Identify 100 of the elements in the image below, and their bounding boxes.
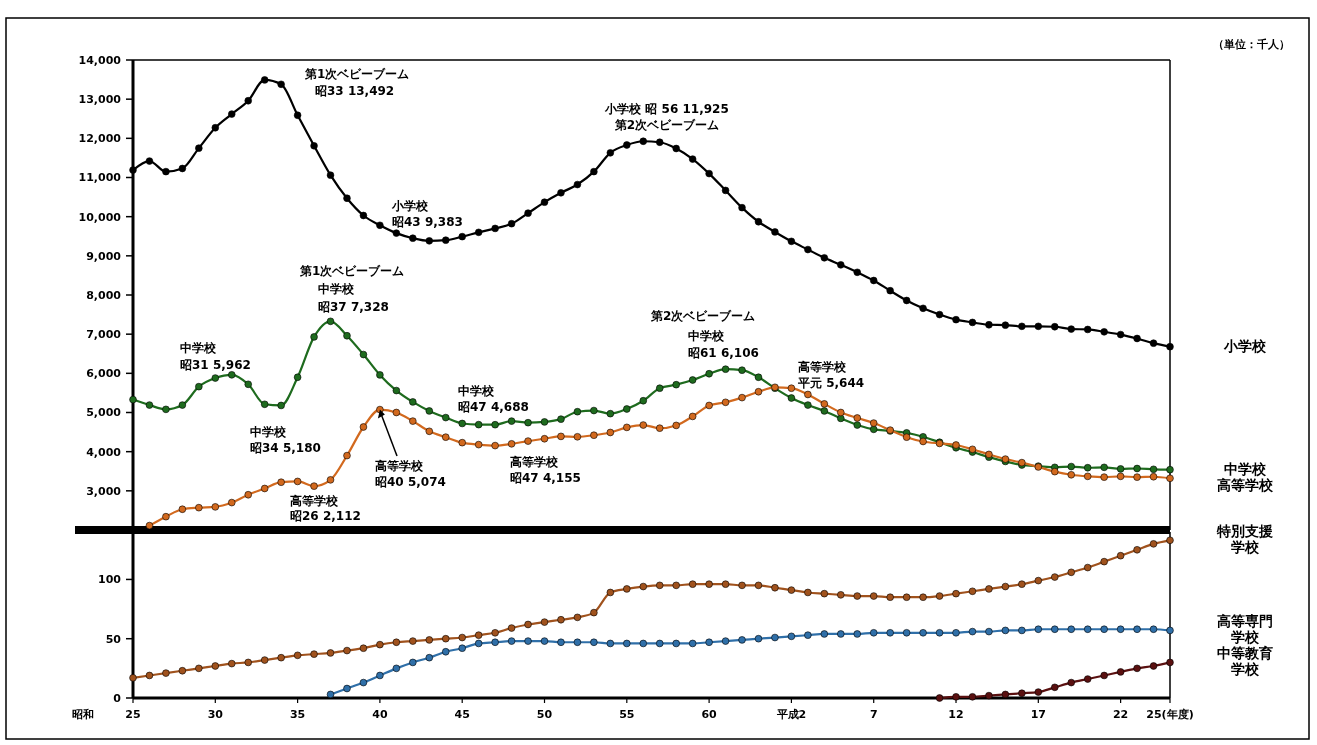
point (590, 638, 598, 646)
point (902, 629, 911, 637)
annotation: 高等学校 (290, 494, 339, 508)
point (1018, 626, 1026, 635)
point (1067, 625, 1075, 633)
annotation: 中学校 (318, 282, 355, 296)
point (1051, 625, 1059, 633)
series-label: 小学校 (391, 199, 429, 213)
annotation: 第1次ベビーブーム (299, 264, 405, 278)
annotation: 昭43 9,383 (392, 215, 463, 229)
point (1067, 678, 1075, 687)
point (688, 639, 697, 648)
annotation: 高等学校 (375, 459, 424, 473)
y-tick-label: 6,000 (86, 367, 122, 381)
point (919, 629, 927, 637)
x-tick-label: 30 (207, 708, 224, 721)
x-tick-label: 12 (948, 708, 964, 721)
point (853, 630, 861, 638)
point (985, 627, 993, 636)
text: 中等教育学校 (1217, 645, 1273, 678)
y-tick-label: 10,000 (78, 210, 122, 224)
y-tick-label: 50 (105, 632, 122, 646)
point (935, 629, 944, 637)
point (1001, 690, 1010, 699)
point (409, 658, 417, 667)
y-tick-label: 5,000 (86, 406, 122, 420)
point (425, 653, 433, 662)
point (326, 690, 335, 699)
point (1166, 658, 1174, 667)
y-tick-label: 14,000 (78, 53, 122, 67)
point (1133, 625, 1141, 633)
point (359, 678, 368, 687)
annotation: 昭31 5,962 (180, 358, 251, 372)
point (639, 639, 647, 648)
annotation: 昭34 5,180 (250, 441, 321, 455)
point (771, 633, 779, 642)
point (738, 636, 746, 644)
point (968, 693, 977, 701)
point (1166, 626, 1174, 635)
annotation: 小学校 昭 56 11,925 (604, 102, 729, 116)
point (820, 630, 829, 638)
annotation: 中学校 (180, 341, 217, 355)
point (705, 638, 713, 646)
point (623, 639, 631, 648)
point (1084, 625, 1092, 633)
point (524, 637, 532, 645)
text: 小学校 (1223, 337, 1267, 354)
annotation: 第2次ベビーブーム (613, 118, 720, 132)
series-label: 高等学校 (510, 455, 559, 469)
point (1051, 683, 1059, 692)
annotation: 中学校 (458, 384, 495, 398)
y-tick-label: 7,000 (86, 328, 122, 342)
point (1133, 664, 1141, 673)
x-tick-label: 7 (869, 708, 878, 721)
point (1149, 662, 1158, 670)
annotation: 第1次ベビーブーム (304, 67, 410, 81)
annotation: 中学校 (688, 329, 725, 343)
x-tick-label: 50 (536, 708, 553, 721)
series-label: 中学校 (250, 425, 287, 439)
y-tick-label: 11,000 (78, 171, 122, 185)
text: 高等学校 (1217, 476, 1274, 493)
y-tick-label: 0 (113, 691, 122, 705)
annotation: 昭37 7,328 (318, 300, 389, 314)
point (837, 630, 845, 638)
annotation: 昭47 4,688 (458, 400, 529, 414)
point (1018, 689, 1026, 697)
y-axis-title: （単位：千人） (1213, 38, 1290, 51)
point (656, 639, 664, 648)
point (573, 638, 582, 646)
point (1100, 671, 1108, 680)
y-tick-label: 9,000 (86, 249, 122, 263)
annotation: 昭33 13,492 (315, 84, 395, 98)
point (343, 684, 351, 693)
point (442, 648, 450, 656)
point (1116, 668, 1125, 676)
point (754, 635, 763, 643)
point (491, 638, 499, 646)
annotation: 昭26 2,112 (290, 509, 361, 523)
point (1084, 675, 1092, 683)
x-tick-label: 45 (454, 708, 470, 721)
x-tick-label: 25 (125, 708, 141, 721)
point (474, 639, 483, 648)
point (787, 632, 796, 641)
point (392, 664, 401, 673)
point (1034, 625, 1043, 633)
point (376, 671, 384, 680)
x-tick-label: 22 (1112, 708, 1129, 721)
point (935, 694, 944, 702)
x-tick-label: 平成2 (775, 708, 807, 721)
point (1149, 625, 1158, 633)
point (952, 693, 960, 701)
point (985, 691, 993, 700)
x-tick-label: 25(年度) (1146, 708, 1194, 721)
y-tick-label: 4,000 (86, 445, 122, 459)
point (557, 638, 565, 646)
y-tick-label: 13,000 (78, 93, 122, 107)
x-tick-label: 40 (372, 708, 388, 721)
point (886, 629, 894, 637)
point (1116, 625, 1125, 633)
point (952, 629, 960, 637)
